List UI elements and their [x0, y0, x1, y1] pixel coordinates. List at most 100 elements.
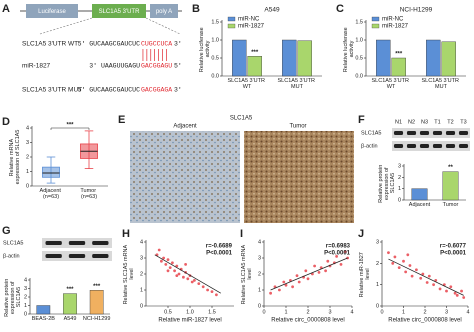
x-tick-label: 1.5 [208, 309, 216, 315]
binding-site: GACGGAGU [141, 63, 172, 70]
y-tick-label: 0 [376, 303, 379, 309]
image-label: Adjacent [173, 124, 197, 130]
y-tick-label: 1 [24, 303, 27, 309]
sequence: 3' UAAGUUGAGU [89, 63, 140, 70]
zoom-line [39, 17, 93, 35]
y-tick-label: 1 [26, 169, 29, 175]
x-tick-label: SLC1A5 3'UTR WT [228, 78, 267, 90]
panel-letter: H [122, 228, 130, 240]
point [438, 287, 442, 291]
x-axis-label: Relative circ_0000808 level [388, 318, 461, 324]
y-tick-label: 1 [140, 287, 143, 293]
point [166, 269, 170, 273]
point [408, 264, 412, 267]
zoom-line [145, 17, 181, 35]
y-tick-label: 4 [258, 239, 261, 245]
point [171, 261, 174, 265]
x-tick-label: 1 [402, 309, 405, 315]
blot-band [92, 241, 109, 245]
point [215, 293, 218, 297]
point [432, 283, 435, 287]
x-axis-label: Relative miR-1827 level [158, 318, 221, 324]
x-tick-label: SLC1A5 3'UTR WT [372, 78, 411, 90]
y-tick-label: 1.0 [211, 37, 219, 43]
panel-letter: D [2, 116, 10, 128]
y-tick-label: 0.0 [355, 73, 363, 79]
point [278, 288, 281, 292]
bar [63, 293, 77, 315]
point [393, 255, 397, 259]
x-tick-label: BEAS-2B [32, 316, 56, 322]
point [397, 266, 401, 269]
blot-band [68, 241, 86, 245]
x-tick-label: 0 [380, 309, 383, 315]
bar [232, 39, 247, 77]
y-axis-label: Relative SLC1A5 mRNA level [241, 244, 253, 305]
x-tick-label: 0.5 [164, 309, 172, 315]
point [449, 285, 453, 289]
point [282, 280, 286, 284]
point [175, 274, 179, 277]
point [453, 291, 457, 295]
legend-swatch [371, 16, 380, 22]
point [269, 291, 272, 295]
panel-letter: A [2, 3, 10, 15]
blot-band [406, 144, 417, 148]
y-tick-label: 4 [140, 239, 143, 245]
construct-label: SLC1A5 3'UTR [99, 9, 140, 15]
legend-label: miR-NC [238, 17, 260, 23]
y-axis-label: Relative mRNA expression of SLC1A5 [9, 130, 21, 185]
bar [89, 290, 104, 315]
point [410, 274, 414, 278]
point [421, 272, 425, 276]
point [168, 266, 172, 269]
blot-band [406, 131, 417, 135]
sequence-label: miR-1827 [22, 63, 51, 70]
blot-label: SLC1A5 [3, 240, 24, 246]
point [297, 280, 301, 284]
y-tick-label: 1 [258, 287, 261, 293]
point [387, 251, 390, 255]
x-tick-label: NCI-H1299 [83, 316, 111, 322]
y-tick-label: 0 [24, 311, 27, 317]
point [462, 296, 466, 299]
y-tick-label: 3 [140, 255, 143, 261]
point [460, 289, 463, 293]
legend-label: miR-1827 [382, 24, 409, 30]
blot-band [432, 131, 443, 135]
y-tick-label: 0 [398, 197, 401, 203]
y-axis-label: Relative luciferase activity [199, 26, 211, 72]
y-axis-label: Relative luciferase activity [343, 26, 355, 72]
x-axis-label: Relative circ_0000808 level [271, 318, 344, 324]
construct-label: poly A [156, 9, 172, 15]
point [306, 277, 310, 281]
ihc-image [130, 131, 240, 223]
panel-letter: J [358, 228, 364, 240]
stat-label: r=0.6983 [326, 244, 351, 250]
image-label: Tumor [289, 124, 306, 130]
point [304, 269, 308, 273]
point [193, 279, 196, 282]
point [415, 268, 418, 272]
construct-box [26, 4, 78, 18]
panel-letter: I [240, 228, 243, 240]
x-tick-label: Adjacent [409, 202, 431, 208]
y-tick-label: 0.5 [211, 55, 219, 61]
point [190, 280, 194, 284]
x-tick-label: 4 [466, 309, 469, 315]
point [291, 285, 294, 289]
significance: *** [66, 287, 74, 293]
point [313, 264, 316, 268]
stat-label: P<0.0001 [440, 251, 467, 257]
point [186, 277, 190, 281]
sequence-end: 3' [174, 41, 182, 48]
point [391, 261, 395, 265]
bar [297, 40, 312, 77]
y-tick-label: 2 [398, 175, 401, 181]
bar [442, 171, 459, 201]
chart-title: A549 [264, 7, 280, 14]
y-tick-label: 1.5 [355, 19, 363, 25]
y-tick-label: 3 [24, 286, 27, 292]
sequence-label: SLC1A5 3'UTR WT [22, 41, 78, 48]
